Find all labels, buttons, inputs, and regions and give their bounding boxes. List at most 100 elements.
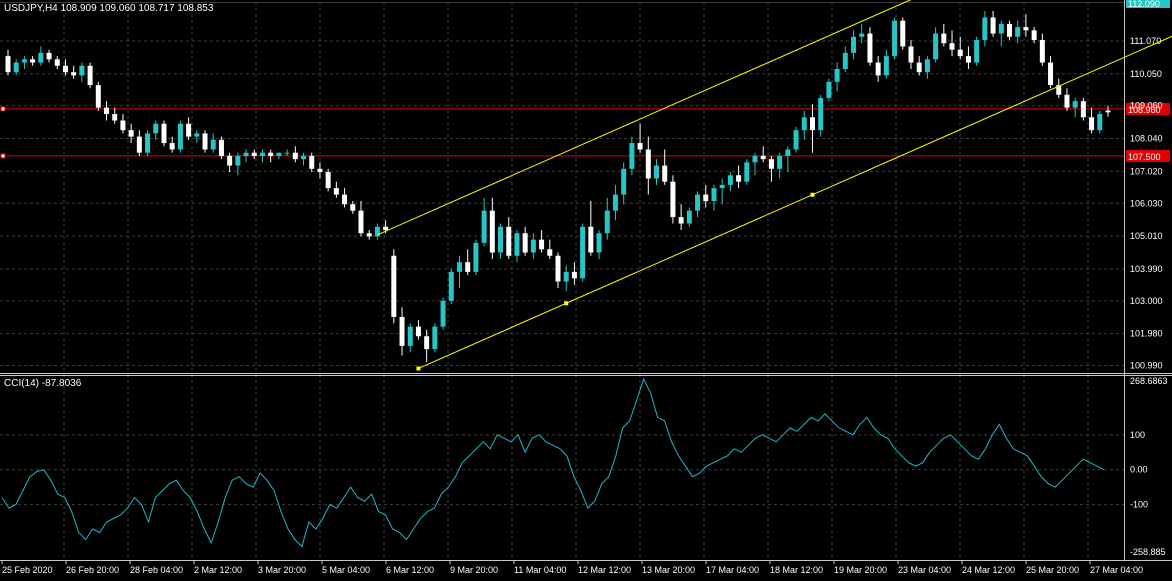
- channel-handle[interactable]: [416, 366, 421, 371]
- candle-body: [259, 152, 265, 156]
- channel-handle[interactable]: [810, 192, 815, 197]
- candle-body: [588, 226, 594, 253]
- candle-body: [79, 65, 85, 76]
- candle-body: [432, 326, 438, 350]
- candle-body: [383, 226, 389, 230]
- candle-body: [785, 149, 791, 156]
- candle-body: [202, 133, 208, 150]
- candle-body: [448, 271, 454, 301]
- candle-body: [210, 139, 216, 150]
- time-axis-label: 3 Mar 20:00: [258, 565, 306, 575]
- candle-body: [974, 39, 980, 63]
- candle-body: [530, 239, 536, 253]
- candle-body: [654, 165, 660, 179]
- candle-body: [292, 152, 298, 160]
- candle-body: [982, 17, 988, 40]
- time-axis-label: 28 Feb 04:00: [130, 565, 183, 575]
- candle-body: [768, 159, 774, 169]
- candle-body: [563, 271, 569, 282]
- indicator-header: CCI(14) -87.8036: [4, 378, 82, 389]
- candle-body: [350, 204, 356, 211]
- candle-body: [342, 194, 348, 205]
- level-price-tag: [1126, 149, 1170, 162]
- candle-body: [539, 239, 545, 250]
- candle-body: [481, 210, 487, 243]
- top-price-tag: [1126, 0, 1170, 8]
- candle-body: [366, 233, 372, 237]
- candle-body: [834, 68, 840, 82]
- candle-body: [169, 143, 175, 150]
- price-axis-label: 110.050: [1130, 69, 1162, 79]
- price-axis-label: 111.070: [1130, 36, 1161, 46]
- trend-channel[interactable]: [377, 0, 1172, 371]
- candle-body: [719, 184, 725, 189]
- candle-body: [908, 46, 914, 63]
- cci-axis-label: 268.6863: [1130, 376, 1168, 386]
- candle-body: [760, 155, 766, 160]
- time-axis-label: 2 Mar 12:00: [194, 565, 242, 575]
- candle-body: [87, 65, 93, 86]
- candle-body: [440, 300, 446, 327]
- time-axis-label: 27 Mar 04:00: [1090, 565, 1143, 575]
- candle-body: [949, 43, 955, 50]
- candle-body: [1105, 110, 1111, 113]
- candle-body: [859, 33, 865, 37]
- candle-body: [136, 136, 142, 153]
- candle-body: [818, 97, 824, 131]
- time-axis-label: 25 Feb 2020: [2, 565, 53, 575]
- candle-body: [662, 165, 668, 182]
- candle-body: [1080, 101, 1086, 118]
- candle-body: [1097, 114, 1103, 131]
- candle-body: [596, 233, 602, 253]
- candle-body: [71, 72, 77, 76]
- candle-body: [555, 255, 561, 282]
- candle-body: [604, 210, 610, 234]
- candle-body: [941, 33, 947, 44]
- candle-body: [374, 226, 380, 237]
- candle-body: [391, 255, 397, 317]
- candle-body: [456, 262, 462, 272]
- candle-body: [1056, 85, 1062, 95]
- time-axis-label: 18 Mar 12:00: [770, 565, 823, 575]
- level-price-label: 107.500: [1128, 152, 1161, 162]
- candle-body: [218, 139, 224, 156]
- candle-body: [399, 316, 405, 346]
- candle-body: [1072, 101, 1078, 108]
- candle-body: [62, 65, 68, 73]
- symbol-header: USDJPY,H4 108.909 109.060 108.717 108.85…: [4, 3, 214, 14]
- time-axis-label: 25 Mar 20:00: [1026, 565, 1079, 575]
- candle-body: [1048, 62, 1054, 86]
- candle-body: [703, 194, 709, 202]
- candle-body: [1006, 23, 1012, 37]
- level-lines[interactable]: 108.960 107.500: [0, 102, 1170, 162]
- candle-body: [965, 56, 971, 63]
- channel-handle[interactable]: [564, 301, 569, 306]
- candle-body: [506, 226, 512, 256]
- candle-body: [629, 143, 635, 169]
- channel-lower-line[interactable]: [418, 3, 1172, 369]
- time-axis-label: 23 Mar 04:00: [898, 565, 951, 575]
- channel-upper-line[interactable]: [377, 0, 1172, 236]
- price-axis-label: 107.020: [1130, 166, 1163, 176]
- price-axis-label: 108.040: [1130, 134, 1163, 144]
- level-handle[interactable]: [0, 153, 6, 159]
- level-price-label: 108.960: [1128, 105, 1161, 115]
- candle-body: [933, 33, 939, 60]
- level-handle[interactable]: [0, 106, 6, 112]
- candle-body: [867, 33, 873, 63]
- candle-body: [317, 168, 323, 173]
- candle-body: [990, 17, 996, 34]
- candle-body: [1023, 27, 1029, 31]
- candle-body: [1064, 94, 1070, 108]
- candle-body: [407, 326, 413, 346]
- price-candles: [5, 11, 1111, 363]
- top-price-label: 112.090: [1128, 0, 1160, 9]
- candle-body: [95, 85, 101, 108]
- candle-body: [284, 152, 290, 154]
- candle-body: [333, 188, 339, 195]
- candle-body: [498, 226, 504, 253]
- price-axis-label: 103.000: [1130, 296, 1163, 306]
- candle-body: [358, 210, 364, 234]
